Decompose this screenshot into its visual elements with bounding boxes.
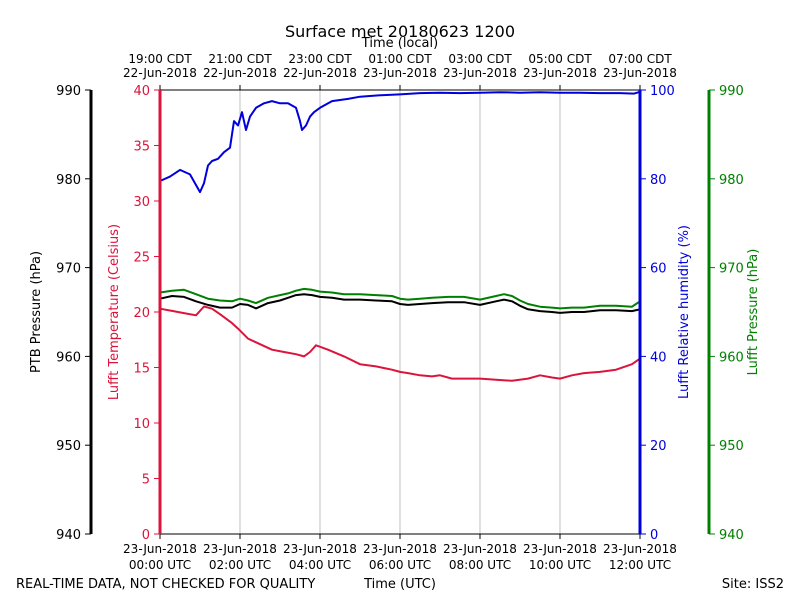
top-tick-date: 22-Jun-2018: [283, 66, 357, 80]
x-tick-date: 23-Jun-2018: [283, 542, 357, 556]
lufft_p-tick-label: 980: [719, 173, 744, 188]
x-tick-time: 10:00 UTC: [529, 558, 591, 572]
rh-axis-label: Lufft Relative humidity (%): [677, 225, 692, 399]
x-tick-date: 23-Jun-2018: [603, 542, 677, 556]
top-tick-time: 05:00 CDT: [528, 52, 592, 66]
x-tick-date: 23-Jun-2018: [123, 542, 197, 556]
x-tick-time: 04:00 UTC: [289, 558, 351, 572]
x-tick-time: 08:00 UTC: [449, 558, 511, 572]
lufft_p-tick-label: 950: [719, 439, 744, 454]
x-axis-label: Time (UTC): [363, 577, 436, 592]
x-tick-date: 23-Jun-2018: [363, 542, 437, 556]
x-tick-date: 23-Jun-2018: [523, 542, 597, 556]
x-tick-date: 23-Jun-2018: [203, 542, 277, 556]
top-tick-date: 23-Jun-2018: [363, 66, 437, 80]
rh-tick-label: 40: [650, 350, 667, 365]
top-tick-time: 03:00 CDT: [448, 52, 512, 66]
ptb-tick-label: 960: [56, 350, 81, 365]
axes-group: 23-Jun-2018 00:00 UTC 23-Jun-2018 02:00 UTC…: [29, 52, 761, 572]
x-tick-time: 00:00 UTC: [129, 558, 191, 572]
quality-disclaimer: REAL-TIME DATA, NOT CHECKED FOR QUALITY: [16, 577, 315, 592]
x-tick-time: 02:00 UTC: [209, 558, 271, 572]
ptb-tick-label: 980: [56, 173, 81, 188]
lufft_p-series-line: [159, 287, 641, 310]
chart-title: Surface met 20180623 1200: [285, 22, 515, 41]
series-group: [159, 90, 641, 382]
site-label: Site: ISS2: [722, 577, 784, 592]
rh-tick-label: 20: [650, 439, 667, 454]
temp-tick-label: 20: [133, 306, 150, 321]
rh-series-line: [159, 90, 641, 194]
ptb-axis-label: PTB Pressure (hPa): [29, 251, 44, 373]
temp-tick-label: 35: [133, 140, 150, 155]
temp-tick-label: 15: [133, 362, 150, 377]
ptb-tick-label: 970: [56, 262, 81, 277]
temp-axis-label: Lufft Temperature (Celsius): [107, 224, 122, 400]
rh-tick-label: 0: [650, 528, 658, 543]
ptb-tick-label: 990: [56, 84, 81, 99]
top-tick-date: 22-Jun-2018: [123, 66, 197, 80]
rh-tick-label: 80: [650, 173, 667, 188]
top-tick-time: 23:00 CDT: [288, 52, 352, 66]
top-tick-date: 23-Jun-2018: [443, 66, 517, 80]
temp-tick-label: 30: [133, 195, 150, 210]
temp-tick-label: 25: [133, 251, 150, 266]
top-tick-time: 21:00 CDT: [208, 52, 272, 66]
temp-tick-label: 0: [142, 528, 150, 543]
temp-tick-label: 5: [142, 473, 150, 488]
top-tick-date: 23-Jun-2018: [523, 66, 597, 80]
top-tick-time: 01:00 CDT: [368, 52, 432, 66]
top-tick-date: 22-Jun-2018: [203, 66, 277, 80]
temp-series-line: [159, 305, 641, 382]
lufft_p-axis-label: Lufft Pressure (hPa): [746, 249, 761, 376]
x-tick-date: 23-Jun-2018: [443, 542, 517, 556]
grid-lines: [239, 90, 561, 534]
temp-tick-label: 40: [133, 84, 150, 99]
temp-tick-label: 10: [133, 417, 150, 432]
x-tick-time: 06:00 UTC: [369, 558, 431, 572]
top-tick-time: 19:00 CDT: [128, 52, 192, 66]
ptb-series-line: [159, 293, 641, 314]
lufft_p-tick-label: 990: [719, 84, 744, 99]
x-tick-time: 12:00 UTC: [609, 558, 671, 572]
ptb-tick-label: 940: [56, 528, 81, 543]
lufft_p-tick-label: 970: [719, 262, 744, 277]
top-axis-label: Time (local): [361, 36, 438, 51]
top-tick-date: 23-Jun-2018: [603, 66, 677, 80]
rh-tick-label: 60: [650, 262, 667, 277]
rh-tick-label: 100: [650, 84, 675, 99]
lufft_p-tick-label: 960: [719, 350, 744, 365]
lufft_p-tick-label: 940: [719, 528, 744, 543]
top-tick-time: 07:00 CDT: [608, 52, 672, 66]
ptb-tick-label: 950: [56, 439, 81, 454]
